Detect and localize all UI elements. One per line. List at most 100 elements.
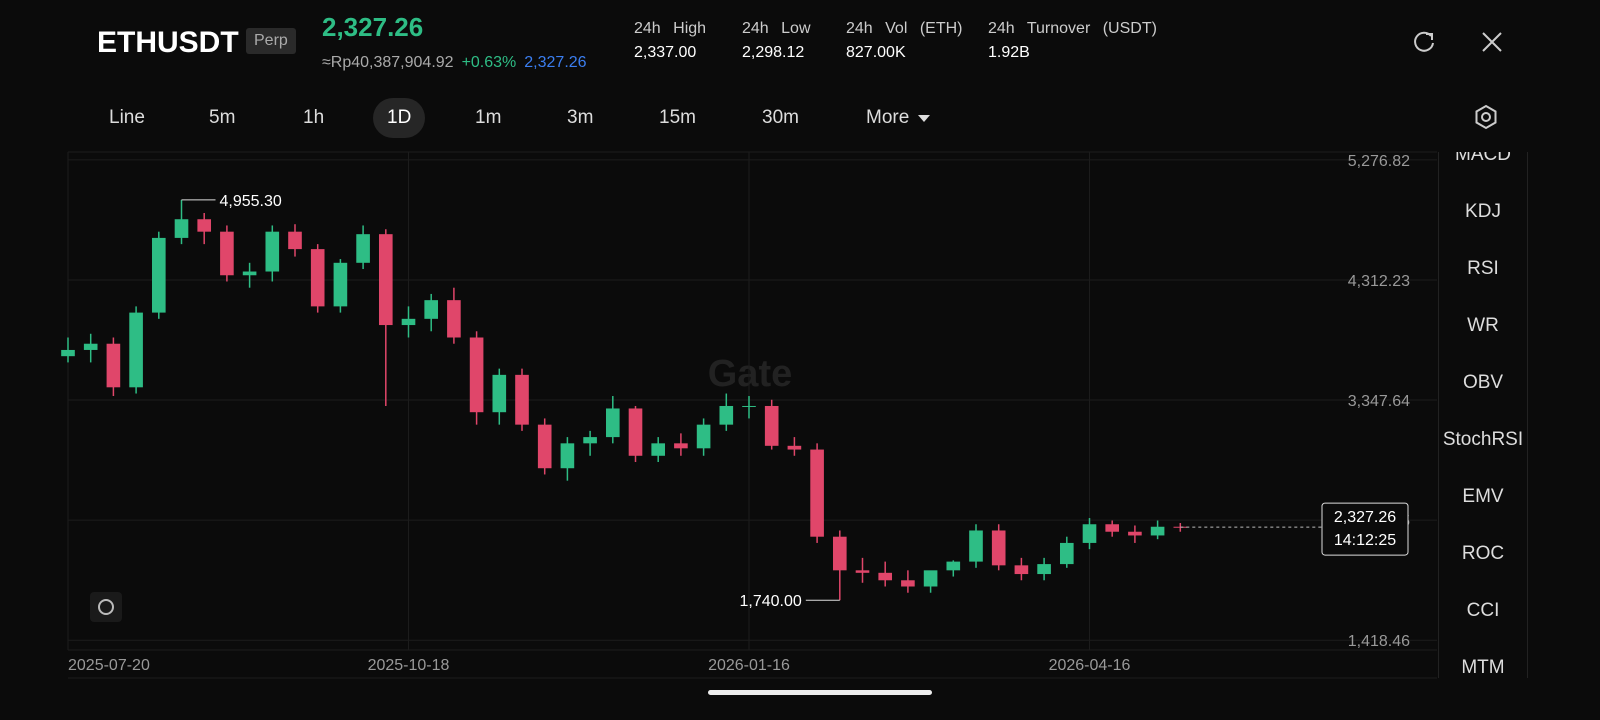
last-price-label: 2,327.26 <box>1334 509 1396 526</box>
timeframe-button[interactable]: 1h <box>303 107 325 128</box>
candle-body <box>1082 524 1097 543</box>
candle-body <box>878 572 893 581</box>
timeframe-button[interactable]: 1D <box>373 98 426 138</box>
candle-body <box>174 219 189 238</box>
candle-body <box>946 561 961 571</box>
home-indicator <box>708 690 932 695</box>
indicator[interactable]: KDJ <box>1465 201 1501 222</box>
stat-label: 24h Turnover (USDT) <box>988 20 1157 37</box>
candle-body <box>378 234 393 326</box>
candle-body <box>810 449 824 537</box>
candle-body <box>333 262 348 307</box>
watermark: Gate <box>708 353 792 395</box>
candle-body <box>1105 524 1120 532</box>
candle-body <box>1150 526 1165 536</box>
settings-icon[interactable] <box>1473 104 1499 130</box>
candle-body <box>855 570 870 573</box>
stat-value: 2,298.12 <box>742 44 805 61</box>
indicator-panel: MACD KDJ RSI WR OBV StochRSI EMV ROC CCI MTM <box>1438 152 1528 678</box>
timeframe-button[interactable]: 5m <box>209 107 236 128</box>
candle-body <box>515 374 529 425</box>
candle-body <box>651 443 666 456</box>
price-sub: ≈Rp40,387,904.92 +0.63% 2,327.26 <box>322 54 587 72</box>
candle-body <box>969 530 983 562</box>
candle-body <box>310 249 325 307</box>
stat: 24h Vol (ETH) 827.00K <box>846 20 962 62</box>
indicator[interactable]: MACD <box>1455 152 1511 165</box>
candle-body <box>742 405 756 407</box>
indicator[interactable]: StochRSI <box>1442 429 1524 450</box>
candle-body <box>447 300 461 338</box>
candle-body <box>764 405 779 446</box>
indicator[interactable]: ROC <box>1461 543 1505 564</box>
candle-body <box>151 237 166 313</box>
stat-label: 24h Low <box>742 20 811 37</box>
indicator[interactable]: MTM <box>1461 657 1505 678</box>
price-change: +0.63% <box>461 54 517 71</box>
dropdown-caret <box>918 115 931 122</box>
candle-body <box>356 234 370 263</box>
indicator[interactable]: EMV <box>1462 486 1504 507</box>
candle-body <box>537 424 552 469</box>
timeframe-button[interactable]: More <box>852 98 945 138</box>
candle-body <box>106 343 121 388</box>
close-icon[interactable] <box>1480 30 1504 54</box>
candle-body <box>129 312 143 388</box>
stat: 24h Low 2,298.12 <box>742 20 811 62</box>
timeframe-button[interactable]: 30m <box>762 107 799 128</box>
stat-value: 1.92B <box>988 44 1030 61</box>
stat-label: 24h High <box>634 20 707 37</box>
stat-value: 827.00K <box>846 44 906 61</box>
candle-body <box>242 271 257 276</box>
candle-body <box>197 219 212 232</box>
indicator[interactable]: WR <box>1467 315 1499 336</box>
candle-body <box>220 231 234 276</box>
candle-body <box>674 443 688 449</box>
mark-price: 2,327.26 <box>524 54 587 71</box>
y-tick-label: 4,312.23 <box>1348 273 1410 290</box>
candle-body <box>832 536 847 571</box>
candle-body <box>787 445 802 450</box>
indicator[interactable]: RSI <box>1467 258 1499 279</box>
indicator[interactable]: OBV <box>1462 372 1504 393</box>
candle-body <box>583 437 597 444</box>
refresh-icon[interactable] <box>1410 28 1438 56</box>
y-tick-label: 3,347.64 <box>1348 393 1410 410</box>
timeframe-button[interactable]: 1m <box>475 107 502 128</box>
candle-body <box>1128 531 1142 536</box>
candle-body <box>424 300 439 319</box>
candle-body <box>492 374 507 413</box>
x-tick-label: 2026-01-16 <box>708 657 790 674</box>
tool-icon <box>98 599 114 615</box>
timeframe-button[interactable]: 15m <box>659 107 696 128</box>
stat-value: 2,337.00 <box>634 44 697 61</box>
y-tick-label: 5,276.82 <box>1348 153 1410 170</box>
last-price-box <box>1321 502 1409 556</box>
candle-body <box>605 408 620 438</box>
annotation-label: 4,955.30 <box>220 193 282 210</box>
candle-body <box>628 408 643 456</box>
candle-body <box>560 443 575 469</box>
candle-body <box>901 580 915 587</box>
last-price: 2,327.26 <box>322 12 424 42</box>
timeframe-button[interactable]: Line <box>109 107 145 128</box>
candle-body <box>61 349 75 357</box>
timeframe-button[interactable]: 3m <box>567 107 594 128</box>
annotation-label: 1,740.00 <box>740 593 802 610</box>
x-tick-label: 2025-10-18 <box>368 657 450 674</box>
candle-body <box>991 530 1006 566</box>
symbol: ETHUSDT <box>97 26 239 59</box>
tool-button[interactable] <box>90 592 122 622</box>
candle-body <box>469 337 484 413</box>
indicator[interactable]: CCI <box>1466 600 1500 621</box>
contract-tag: Perp <box>246 28 296 54</box>
candle-body <box>1059 542 1074 565</box>
candle-body <box>696 424 711 449</box>
y-tick-label: 1,418.46 <box>1348 633 1410 650</box>
candle-body <box>719 405 734 425</box>
x-tick-label: 2025-07-20 <box>68 657 150 674</box>
candle-body <box>288 231 302 250</box>
stat: 24h Turnover (USDT) 1.92B <box>988 20 1157 62</box>
